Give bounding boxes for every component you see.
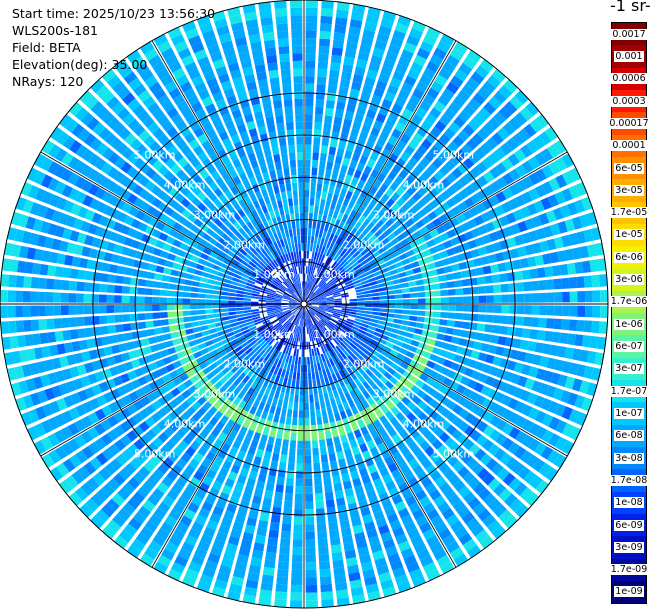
grid-spoke — [151, 303, 305, 568]
range-ring-label: 3.00km — [194, 388, 236, 401]
polar-grid: 1.00km 1.00km 1.00km 1.00km 2.00km 2.00km 2.00… — [0, 0, 608, 608]
instrument-name: WLS200s-181 — [12, 23, 98, 38]
colorbar-level: 1.7e-05 — [609, 201, 649, 224]
beta-field — [0, 0, 608, 608]
colorbar-level: 3e-08 — [612, 446, 646, 470]
field-name: Field: BETA — [12, 40, 81, 55]
range-ring-label: 3.00km — [194, 208, 236, 221]
colorbar-level: 1e-07 — [612, 402, 646, 425]
range-ring — [134, 134, 474, 474]
range-ring-label: 4.00km — [403, 417, 445, 430]
range-ring-label: 2.00km — [224, 358, 266, 371]
colorbar-title: -1 sr- — [610, 0, 650, 15]
colorbar-tick-label: 6e-05 — [614, 162, 644, 174]
colorbar-tick-label: 6e-07 — [614, 341, 644, 353]
colorbar-tick-label: 1.7e-06 — [609, 296, 649, 308]
range-ring-label: 3.00km — [373, 208, 415, 221]
colorbar-level: 1e-06 — [612, 313, 646, 336]
colorbar-level: 0.00017 — [608, 112, 650, 135]
colorbar-level: 0.0017 — [611, 23, 647, 46]
colorbar-tick-label: 0.0003 — [611, 95, 647, 107]
colorbar-tick-label: 3e-06 — [614, 274, 644, 286]
radar-center — [300, 300, 308, 308]
colorbar-tick-label: 1.7e-07 — [609, 385, 649, 397]
range-ring-label: 5.00km — [134, 149, 176, 162]
range-ring-label: 4.00km — [164, 179, 206, 192]
elevation: Elevation(deg): 35.00 — [12, 57, 148, 72]
colorbar-tick-label: 1.7e-08 — [609, 474, 649, 486]
colorbar-level: 1.7e-08 — [609, 469, 649, 492]
colorbar-level: 3e-06 — [612, 268, 646, 291]
colorbar-tick-label: 3e-05 — [614, 184, 644, 196]
grid-spoke — [40, 151, 305, 305]
colorbar-level: 0.0003 — [611, 89, 647, 113]
range-ring-label: 2.00km — [343, 358, 385, 371]
colorbar-tick-label: 1e-06 — [614, 318, 644, 330]
colorbar-level: 1.7e-06 — [609, 290, 649, 314]
colorbar-level: 1.7e-07 — [609, 380, 649, 403]
colorbar-tick-label: 0.0017 — [611, 28, 647, 40]
start-time: Start time: 2025/10/23 13:56:30 — [12, 6, 216, 21]
colorbar-tick-label: 3e-09 — [614, 541, 644, 553]
colorbar-tick-label: 1e-09 — [614, 586, 644, 598]
colorbar-tick-label: 6e-09 — [614, 519, 644, 531]
colorbar-tick-label: 0.0001 — [611, 140, 647, 152]
colorbar-level: 1.7e-09 — [609, 558, 649, 581]
grid-spoke — [303, 303, 457, 568]
grid-spoke — [303, 151, 568, 305]
colorbar-tick-label: 1e-05 — [614, 229, 644, 241]
colorbar-level: 6e-07 — [612, 335, 646, 358]
colorbar-level: 0.0001 — [611, 134, 647, 157]
range-ring — [219, 219, 389, 389]
colorbar-level: 0.001 — [612, 45, 646, 68]
colorbar-tick-label: 3e-07 — [614, 363, 644, 375]
range-ring-label: 1.00km — [253, 268, 295, 281]
colorbar-level: 6e-05 — [612, 156, 646, 180]
range-ring — [176, 176, 432, 432]
range-ring-label: 2.00km — [224, 238, 266, 251]
colorbar-tick-label: 1e-08 — [614, 497, 644, 509]
colorbar-tick-label: 1.7e-09 — [609, 564, 649, 576]
range-ring-label: 1.00km — [313, 268, 355, 281]
colorbar-level: 6e-06 — [612, 246, 646, 269]
range-ring-label: 5.00km — [134, 447, 176, 460]
range-ring-label: 2.00km — [343, 238, 385, 251]
colorbar-tick-label: 0.0006 — [611, 73, 647, 85]
colorbar-tick-label: 6e-08 — [614, 430, 644, 442]
colorbar-tick-label: 6e-06 — [614, 251, 644, 263]
grid-spoke — [303, 303, 568, 457]
colorbar-level: 1e-09 — [612, 580, 646, 604]
colorbar-tick-label: 0.001 — [614, 50, 644, 62]
colorbar: 0.0017 0.001 0.0006 0.0003 0.00017 0.0001 6e-0… — [608, 22, 650, 604]
colorbar-level: 3e-09 — [612, 536, 646, 559]
colorbar-tick-label: 1.7e-05 — [609, 207, 649, 219]
colorbar-level: 3e-05 — [612, 179, 646, 202]
colorbar-level: 3e-07 — [612, 357, 646, 380]
colorbar-level: 6e-08 — [612, 424, 646, 447]
range-ring-label: 1.00km — [313, 328, 355, 341]
range-ring-label: 5.00km — [433, 149, 475, 162]
range-ring-label: 4.00km — [164, 417, 206, 430]
colorbar-level: 1e-08 — [612, 491, 646, 514]
nrays: NRays: 120 — [12, 74, 84, 89]
range-ring-label: 1.00km — [253, 328, 295, 341]
colorbar-tick-label: 3e-08 — [614, 452, 644, 464]
grid-spoke — [303, 40, 457, 305]
grid-spoke — [40, 303, 305, 457]
grid-spoke — [151, 40, 305, 305]
range-ring-label: 5.00km — [433, 447, 475, 460]
colorbar-tick-label: 1e-07 — [614, 407, 644, 419]
scan-info: Start time: 2025/10/23 13:56:30 WLS200s-… — [12, 5, 215, 90]
colorbar-level: 1e-05 — [612, 223, 646, 247]
colorbar-tick-label: 0.00017 — [608, 117, 650, 129]
colorbar-level: 6e-09 — [612, 513, 646, 537]
colorbar-level: 0.0006 — [611, 67, 647, 90]
range-ring-label: 4.00km — [403, 179, 445, 192]
range-ring — [261, 261, 347, 347]
range-ring-label: 3.00km — [373, 388, 415, 401]
range-ring — [92, 92, 516, 516]
